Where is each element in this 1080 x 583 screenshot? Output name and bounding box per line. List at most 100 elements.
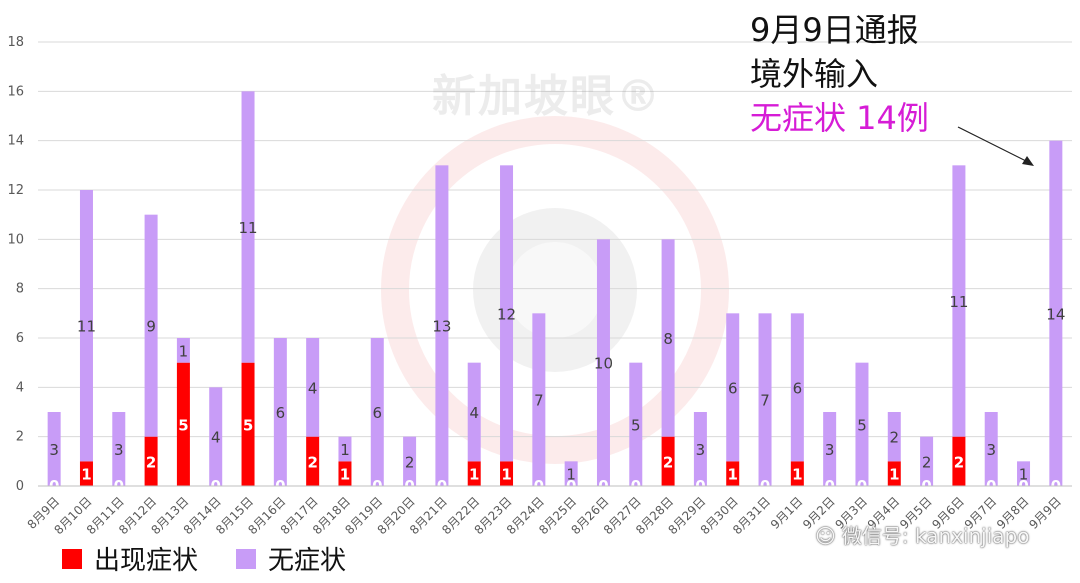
bar-asymptomatic [241, 91, 255, 363]
data-label-asymptomatic: 3 [825, 441, 835, 459]
data-label-asymptomatic: 10 [594, 355, 613, 373]
bar-asymptomatic [855, 362, 869, 486]
data-label-symptomatic: 2 [954, 453, 964, 471]
data-label-asymptomatic: 5 [857, 416, 867, 434]
legend-swatch-red [62, 548, 82, 569]
bar-symptomatic [176, 362, 190, 486]
bar-asymptomatic [500, 165, 514, 462]
bar-symptomatic [79, 461, 93, 486]
bar-asymptomatic [920, 436, 934, 486]
bar-symptomatic [338, 461, 352, 486]
data-label-asymptomatic: 9 [146, 318, 156, 336]
bar-symptomatic [661, 436, 675, 486]
bar-asymptomatic [306, 338, 320, 437]
bar-symptomatic [887, 461, 901, 486]
data-label-symptomatic: 5 [178, 416, 188, 434]
y-tick-label: 18 [7, 35, 24, 50]
bar-asymptomatic [661, 239, 675, 437]
data-label-symptomatic: 2 [307, 453, 317, 471]
x-tick-label: 9月9日 [1026, 494, 1064, 532]
data-label-asymptomatic: 6 [728, 379, 738, 397]
data-label-asymptomatic: 6 [373, 404, 383, 422]
bar-asymptomatic [273, 338, 287, 486]
wechat-icon: ☺ [815, 524, 836, 548]
data-label-asymptomatic: 4 [211, 429, 221, 447]
annotation-line1: 9月9日通报 [750, 11, 919, 49]
data-label-symptomatic: 1 [728, 466, 738, 484]
bar-asymptomatic [629, 362, 643, 486]
bars [47, 91, 1063, 487]
bar-asymptomatic [726, 313, 740, 462]
bar-asymptomatic [984, 412, 998, 486]
bar-asymptomatic [823, 412, 837, 486]
data-label-asymptomatic: 3 [986, 441, 996, 459]
annotation-line2: 境外输入 [750, 55, 879, 93]
wechat-watermark: ☺ 微信号: kanxinjiapo [815, 520, 1030, 549]
data-label-symptomatic: 1 [81, 466, 91, 484]
bar-symptomatic [144, 436, 158, 486]
data-label-asymptomatic: 2 [890, 429, 900, 447]
data-label-asymptomatic: 2 [922, 453, 932, 471]
data-label-asymptomatic: 6 [276, 404, 286, 422]
y-tick-label: 2 [16, 430, 24, 445]
data-label-asymptomatic: 6 [793, 379, 803, 397]
bar-asymptomatic [338, 436, 352, 462]
bar-symptomatic [241, 362, 255, 486]
data-label-asymptomatic: 11 [238, 219, 257, 237]
bar-asymptomatic [564, 461, 578, 486]
annotation: 9月9日通报 境外输入 无症状 14例 [750, 8, 929, 140]
legend-item-symptomatic: 出现症状 [62, 540, 198, 577]
data-label-asymptomatic: 14 [1046, 305, 1065, 323]
y-tick-label: 8 [16, 282, 24, 297]
bar-asymptomatic [1049, 140, 1063, 486]
legend-label-asymptomatic: 无症状 [268, 546, 347, 576]
data-label-symptomatic: 1 [469, 466, 479, 484]
data-label-asymptomatic: 1 [340, 441, 350, 459]
y-tick-label: 10 [7, 232, 24, 247]
bar-asymptomatic [47, 412, 61, 486]
data-label-asymptomatic: 5 [631, 416, 641, 434]
data-label-asymptomatic: 1 [179, 342, 189, 360]
data-label-symptomatic: 1 [501, 466, 511, 484]
bar-asymptomatic [887, 412, 901, 462]
data-label-symptomatic: 1 [792, 466, 802, 484]
bar-asymptomatic [112, 412, 126, 486]
bar-asymptomatic [370, 338, 384, 486]
data-label-asymptomatic: 3 [114, 441, 124, 459]
bar-asymptomatic [176, 338, 190, 363]
legend-swatch-purple [236, 548, 257, 569]
bar-asymptomatic [790, 313, 804, 462]
y-tick-label: 14 [7, 134, 24, 149]
data-label-asymptomatic: 1 [566, 466, 576, 484]
data-label-asymptomatic: 8 [663, 330, 673, 348]
bar-asymptomatic [467, 362, 481, 462]
bar-symptomatic [790, 461, 804, 486]
wechat-id: 微信号: kanxinjiapo [841, 524, 1030, 548]
data-label-symptomatic: 2 [146, 453, 156, 471]
bar-symptomatic [500, 461, 514, 486]
bar-asymptomatic [758, 313, 772, 486]
bar-asymptomatic [403, 436, 417, 486]
y-tick-label: 0 [16, 479, 24, 494]
y-tick-label: 4 [16, 380, 24, 395]
data-label-asymptomatic: 1 [1019, 466, 1029, 484]
annotation-line3: 无症状 14例 [750, 99, 929, 137]
bar-asymptomatic [144, 214, 158, 437]
watermark-logo [381, 116, 729, 464]
data-label-asymptomatic: 3 [696, 441, 706, 459]
bar-asymptomatic [435, 165, 449, 487]
data-label-asymptomatic: 13 [432, 318, 451, 336]
x-tick-label: 9月1日 [768, 494, 806, 532]
data-label-asymptomatic: 3 [49, 441, 59, 459]
legend-item-asymptomatic: 无症状 [236, 540, 346, 577]
legend: 出现症状 无症状 [62, 540, 384, 577]
bar-asymptomatic [209, 387, 223, 486]
annotation-arrow [957, 126, 1034, 166]
bar-asymptomatic [79, 190, 93, 462]
data-label-asymptomatic: 12 [497, 305, 516, 323]
data-label-symptomatic: 2 [663, 453, 673, 471]
data-label-symptomatic: 5 [243, 416, 253, 434]
y-tick-label: 16 [7, 84, 24, 99]
bar-symptomatic [726, 461, 740, 486]
